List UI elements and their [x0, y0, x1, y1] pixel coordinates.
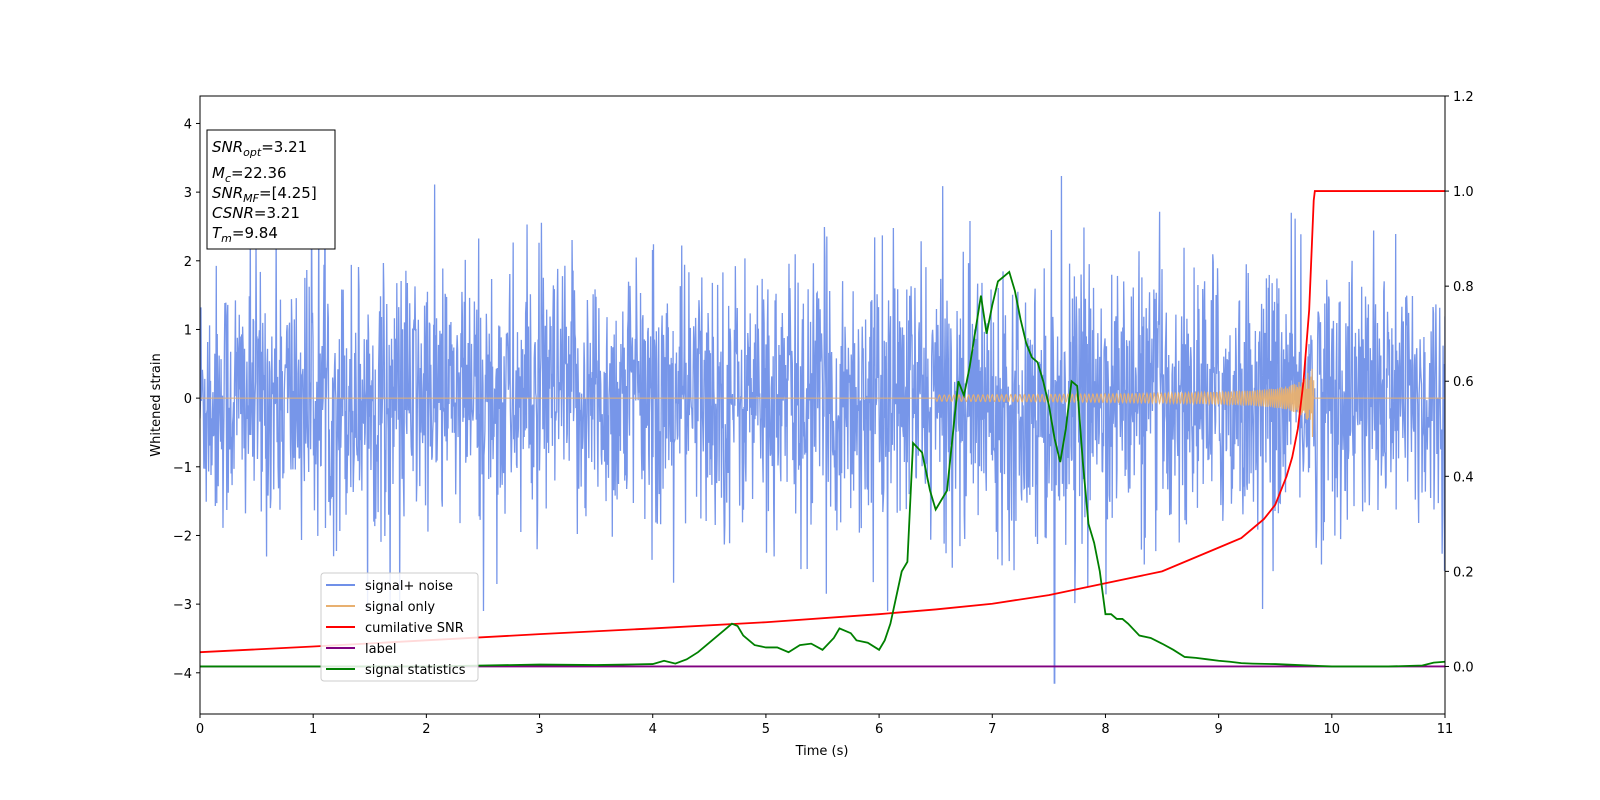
y-tick-label: −3: [173, 598, 192, 613]
tm-label: T: [212, 224, 223, 242]
mc-label: M: [212, 164, 225, 182]
mc-value: =22.36: [231, 164, 287, 182]
tm-sub: m: [221, 232, 232, 245]
info-snr-mf: SNRMF=[4.25]: [212, 184, 317, 205]
series-signal-statistics: [200, 270, 1445, 668]
info-csnr: CSNR=3.21: [212, 204, 300, 222]
legend-label: signal statistics: [365, 663, 466, 678]
x-tick-label: 11: [1437, 722, 1454, 737]
y-tick-label: 2: [184, 255, 192, 270]
y2-tick-label: 1.0: [1453, 185, 1474, 200]
info-snr-opt: SNRopt=3.21: [212, 138, 307, 159]
x-tick-label: 2: [422, 722, 430, 737]
y-tick-label: 4: [184, 117, 192, 132]
y2-tick-label: 0.8: [1453, 280, 1474, 295]
y2-tick-label: 0.4: [1453, 470, 1474, 485]
y-tick-label: 3: [184, 186, 192, 201]
y2-tick-label: 0.0: [1453, 660, 1474, 675]
snr-mf-label: SNR: [212, 184, 243, 202]
legend-label: cumilative SNR: [365, 621, 464, 636]
x-tick-label: 7: [988, 722, 996, 737]
y-tick-label: 0: [184, 392, 192, 407]
y-tick-label: −4: [173, 667, 192, 682]
y2-tick-label: 1.2: [1453, 90, 1474, 105]
snr-mf-value: =[4.25]: [259, 184, 317, 202]
x-tick-label: 6: [875, 722, 883, 737]
info-box-frame: [206, 129, 336, 250]
info-mc: Mc=22.36: [212, 164, 287, 185]
csnr-value: =3.21: [254, 204, 300, 222]
series-cumulative-snr: [200, 190, 1445, 654]
x-tick-label: 10: [1324, 722, 1341, 737]
series-signal-only: [200, 368, 1445, 437]
legend-label: signal only: [365, 600, 435, 615]
legend: signal+ noise signal only cumilative SNR la…: [320, 572, 479, 682]
plot-frame: [199, 95, 1446, 715]
y-tick-label: −2: [173, 529, 192, 544]
mc-sub: c: [225, 172, 231, 185]
snr-opt-label: SNR: [212, 138, 243, 156]
y-axis-label: Whitened strain: [149, 353, 164, 456]
x-tick-label: 3: [535, 722, 543, 737]
snr-opt-value: =3.21: [261, 138, 307, 156]
tm-value: =9.84: [232, 224, 278, 242]
y-tick-label: 1: [184, 323, 192, 338]
legend-frame: [320, 572, 479, 682]
info-tm: Tm=9.84: [212, 224, 278, 245]
x-tick-label: 8: [1101, 722, 1109, 737]
snr-mf-sub: MF: [243, 192, 259, 205]
x-axis-label: Time (s): [795, 744, 849, 759]
info-box: SNRopt=3.21 Mc=22.36 SNRMF=[4.25] CSNR=3…: [206, 129, 336, 250]
y2-tick-label: 0.6: [1453, 375, 1474, 390]
x-tick-label: 9: [1214, 722, 1222, 737]
series-signal-noise: [200, 150, 1445, 684]
y-tick-label: −1: [173, 461, 192, 476]
x-tick-label: 1: [309, 722, 317, 737]
y2-tick-label: 0.2: [1453, 565, 1474, 580]
snr-opt-sub: opt: [243, 146, 262, 159]
x-tick-label: 4: [649, 722, 657, 737]
x-tick-label: 0: [196, 722, 204, 737]
legend-label: signal+ noise: [365, 579, 453, 594]
csnr-label: CSNR: [212, 204, 254, 222]
x-tick-label: 5: [762, 722, 770, 737]
legend-label: label: [365, 642, 396, 657]
